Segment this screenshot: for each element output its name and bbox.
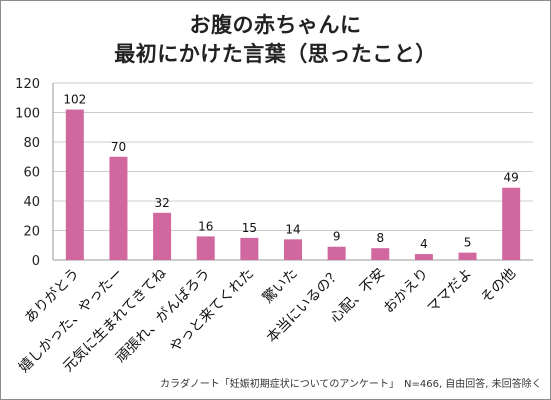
- x-tick-label: 驚いた: [259, 265, 301, 307]
- bar: [327, 246, 346, 260]
- x-axis-labels: ありがとう嬉しかった、やったー元気に生まれてきてね頑張れ、がんばろうやっと来てく…: [16, 265, 519, 376]
- chart-title-line-1: お腹の赤ちゃんに: [189, 13, 362, 37]
- y-tick-label: 120: [15, 77, 40, 92]
- bars: [65, 109, 521, 260]
- data-label: 8: [376, 231, 384, 245]
- bar: [240, 237, 259, 260]
- bar: [153, 212, 172, 260]
- bar: [414, 254, 433, 260]
- data-label: 5: [464, 236, 472, 250]
- x-tick-label: ママだよ: [424, 266, 475, 317]
- data-labels: 102 70 32 16 15 14 9 8 4 5 49: [63, 93, 518, 252]
- bar: [284, 239, 302, 260]
- data-label: 32: [154, 196, 169, 210]
- bar: [65, 109, 84, 260]
- data-label: 70: [111, 140, 126, 154]
- data-label: 16: [198, 219, 213, 233]
- x-tick-label: おかえり: [381, 266, 432, 317]
- y-tick-label: 0: [32, 254, 40, 269]
- data-label: 102: [63, 93, 86, 107]
- y-tick-label: 40: [23, 195, 40, 210]
- bar: [458, 252, 477, 260]
- source-note: カラダノート「妊娠初期症状についてのアンケート」 N=466, 自由回答, 未回…: [160, 379, 542, 390]
- bar: [109, 156, 128, 260]
- data-label: 9: [333, 230, 341, 244]
- bar: [502, 187, 521, 260]
- x-tick-label: 本当にいるの？: [264, 266, 345, 347]
- bar: [371, 248, 390, 260]
- bar: [196, 236, 215, 260]
- y-tick-label: 100: [15, 107, 40, 122]
- gridlines: [53, 82, 533, 231]
- chart-title-line-2: 最初にかけた言葉（思ったこと）: [114, 42, 437, 66]
- data-label: 15: [242, 221, 257, 235]
- x-tick-label: その他: [478, 266, 519, 307]
- y-tick-label: 60: [23, 166, 40, 181]
- y-tick-label: 20: [23, 225, 40, 240]
- data-label: 14: [285, 222, 300, 236]
- data-label: 4: [420, 237, 428, 251]
- y-tick-label: 80: [23, 136, 40, 151]
- y-axis-ticks: 0 20 40 60 80 100 120: [15, 77, 40, 269]
- x-tick-label: やっと来てくれた: [167, 266, 257, 356]
- data-label: 49: [504, 171, 519, 185]
